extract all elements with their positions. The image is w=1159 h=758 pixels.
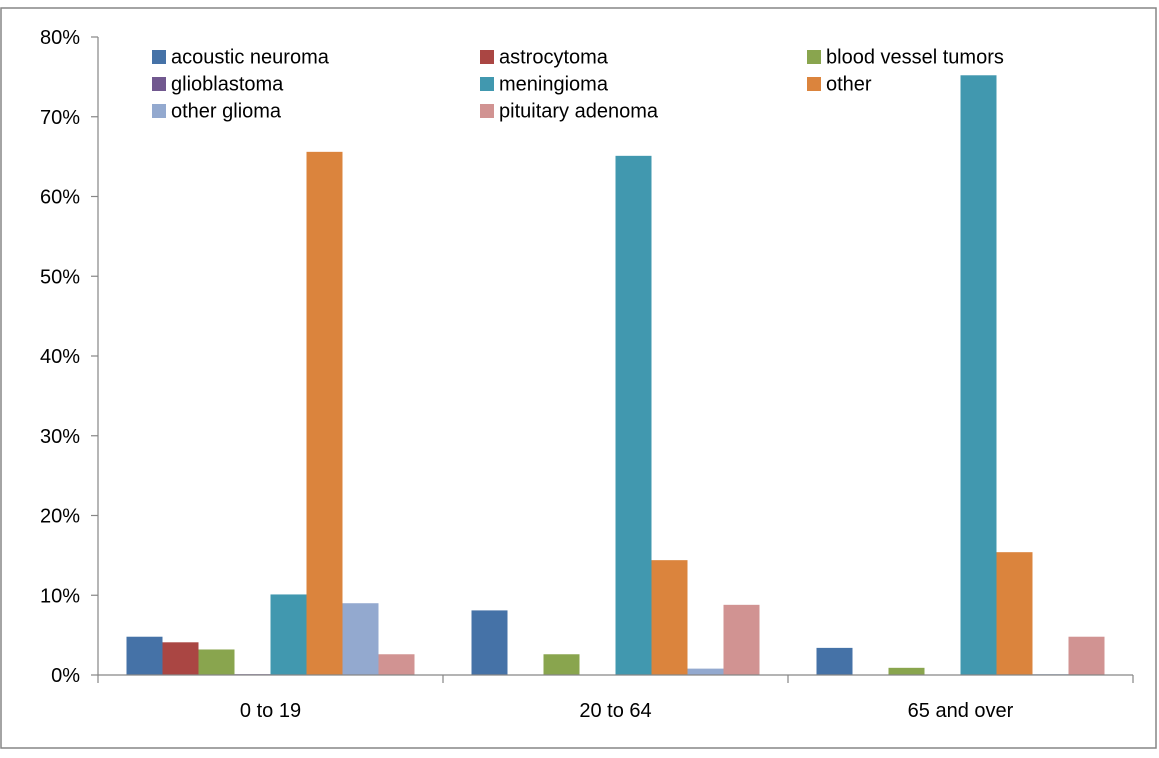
x-category-label: 0 to 19 [240,700,301,722]
y-tick-label: 80% [40,27,80,49]
bar-other-0-to-19 [306,151,343,676]
bar-acoustic-neuroma-65-and-over [816,647,853,675]
bar-blood-vessel-tumors-20-to-64 [543,654,580,675]
bar-pituitary-adenoma-65-and-over [1068,636,1105,675]
y-tick-label: 60% [40,187,80,209]
legend-label-other-glioma: other glioma [171,101,282,123]
bars-group [126,75,1105,676]
legend-swatch-other-glioma [152,104,166,118]
y-tick-label: 70% [40,107,80,129]
legend-swatch-blood-vessel-tumors [807,50,821,64]
bar-blood-vessel-tumors-65-and-over [888,667,925,675]
bar-other-65-and-over [996,552,1033,675]
bar-pituitary-adenoma-20-to-64 [723,604,760,675]
legend-swatch-glioblastoma [152,77,166,91]
bar-blood-vessel-tumors-0-to-19 [198,649,235,675]
x-category-label: 20 to 64 [579,700,651,722]
x-category-label: 65 and over [908,700,1014,722]
bar-meningioma-20-to-64 [615,155,652,675]
legend-label-glioblastoma: glioblastoma [171,74,284,96]
bar-meningioma-0-to-19 [270,594,307,675]
y-tick-label: 20% [40,506,80,528]
axes-group: 0% 10% 20% 30% 40% 50% 60% 70% 80% 0 to 19 20 to 6… [40,27,1134,722]
legend-label-meningioma: meningioma [499,74,609,96]
legend: acoustic neuroma astrocytoma blood vessel … [152,47,1004,123]
bar-other-glioma-0-to-19 [342,603,379,675]
y-tick-label: 40% [40,346,80,368]
y-tick-label: 30% [40,426,80,448]
legend-swatch-acoustic-neuroma [152,50,166,64]
legend-label-pituitary-adenoma: pituitary adenoma [499,101,659,123]
bar-acoustic-neuroma-20-to-64 [471,610,508,675]
legend-swatch-meningioma [480,77,494,91]
legend-label-other: other [826,74,872,96]
y-tick-label: 10% [40,585,80,607]
bar-other-glioma-20-to-64 [687,668,724,675]
y-tick-label: 0% [51,665,80,687]
legend-swatch-other [807,77,821,91]
bar-other-20-to-64 [651,560,688,675]
legend-label-blood-vessel-tumors: blood vessel tumors [826,47,1004,69]
bar-pituitary-adenoma-0-to-19 [378,654,415,675]
legend-label-acoustic-neuroma: acoustic neuroma [171,47,330,69]
y-tick-label: 50% [40,266,80,288]
legend-swatch-pituitary-adenoma [480,104,494,118]
legend-label-astrocytoma: astrocytoma [499,47,609,69]
bar-acoustic-neuroma-0-to-19 [126,636,163,675]
legend-swatch-astrocytoma [480,50,494,64]
bar-astrocytoma-0-to-19 [162,642,199,675]
bar-meningioma-65-and-over [960,75,997,675]
